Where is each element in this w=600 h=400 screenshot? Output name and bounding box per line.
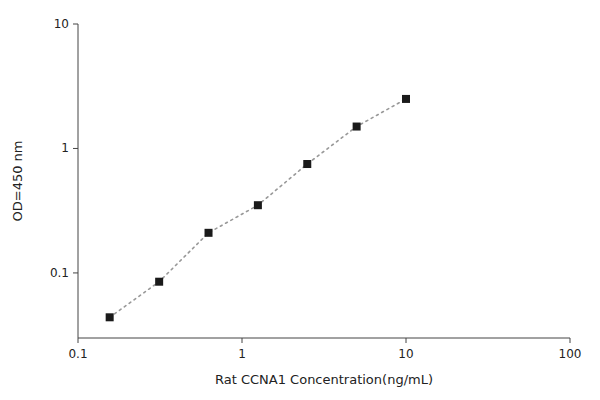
data-line xyxy=(110,99,406,317)
x-axis-label: Rat CCNA1 Concentration(ng/mL) xyxy=(215,372,433,387)
chart-container: 0.1 1 10 100 0.1 1 10 Rat CCNA1 Concentration(n… xyxy=(0,0,600,400)
y-tick-label: 0.1 xyxy=(50,266,69,280)
x-tick-label: 100 xyxy=(559,347,582,361)
markers xyxy=(106,95,410,321)
axes: 0.1 1 10 100 0.1 1 10 xyxy=(50,17,582,361)
x-tick-label: 1 xyxy=(238,347,246,361)
x-tick xyxy=(406,338,407,343)
x-tick xyxy=(78,338,79,343)
y-tick-label: 10 xyxy=(54,17,69,31)
y-tick xyxy=(73,148,78,149)
data-point xyxy=(254,201,262,209)
y-tick-label: 1 xyxy=(61,141,69,155)
y-tick xyxy=(73,272,78,273)
data-point xyxy=(106,313,114,321)
x-tick xyxy=(242,338,243,343)
x-axis-line xyxy=(78,338,570,339)
page: {"chart_data": {"type": "line", "xlabel"… xyxy=(0,0,600,400)
data-point xyxy=(303,160,311,168)
data-point xyxy=(205,229,213,237)
y-tick xyxy=(73,24,78,25)
chart-svg: 0.1 1 10 100 0.1 1 10 Rat CCNA1 Concentration(n… xyxy=(0,0,600,400)
y-axis-line xyxy=(78,24,79,338)
data-point xyxy=(353,123,361,131)
data-point xyxy=(155,278,163,286)
x-tick-label: 10 xyxy=(398,347,413,361)
x-tick xyxy=(570,338,571,343)
y-axis-label: OD=450 nm xyxy=(10,141,25,222)
plot-area xyxy=(106,95,410,321)
data-point xyxy=(402,95,410,103)
x-tick-label: 0.1 xyxy=(68,347,87,361)
